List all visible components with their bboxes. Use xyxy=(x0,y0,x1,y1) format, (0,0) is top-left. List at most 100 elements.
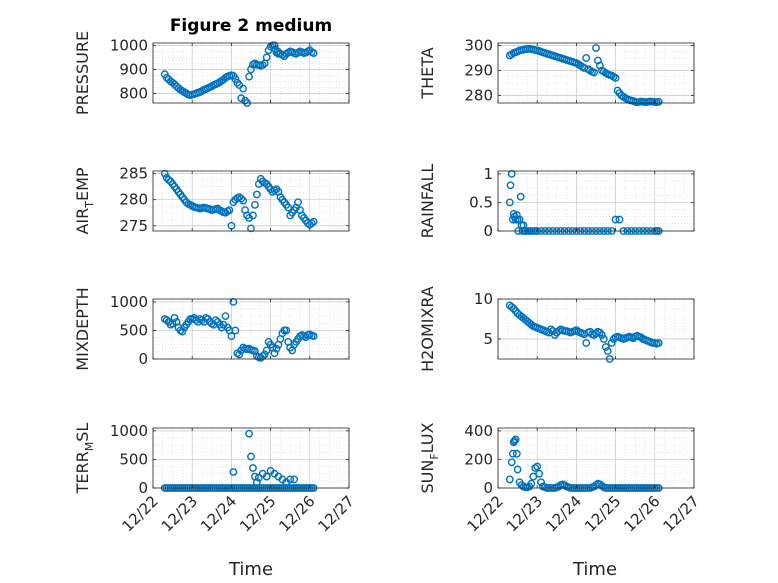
data-point xyxy=(611,74,620,82)
x-axis-label-right: Time xyxy=(572,559,617,580)
data-point xyxy=(262,472,271,481)
axes-4: 0 0.5 1 RAINFALL xyxy=(418,164,695,240)
data-point xyxy=(231,326,240,335)
data-point xyxy=(160,169,169,178)
axes-5: 0 500 1000 MIXDEPTH xyxy=(73,287,350,371)
data-point xyxy=(247,65,255,74)
y-tick-label: 10 xyxy=(474,290,493,308)
data-point xyxy=(510,436,519,445)
y-axis-label: H2OMIXRA xyxy=(418,286,437,372)
x-tick-label: 12/22 xyxy=(119,492,162,535)
data-point xyxy=(533,462,542,471)
y-axis-label: SUNFLUX xyxy=(418,422,441,493)
data-point xyxy=(290,475,299,484)
data-point xyxy=(235,350,244,359)
data-point xyxy=(237,194,246,203)
data-point xyxy=(582,339,591,347)
data-point xyxy=(170,313,179,322)
data-point xyxy=(309,49,318,57)
y-tick-label: 0 xyxy=(483,479,493,497)
y-axis-label: TERRMSL xyxy=(73,423,96,495)
data-point xyxy=(582,54,591,62)
data-point xyxy=(247,452,255,461)
data-point xyxy=(506,181,515,190)
x-tick-label: 12/24 xyxy=(197,492,240,535)
y-tick-label: 400 xyxy=(464,422,493,440)
data-point xyxy=(599,335,608,343)
axes-box xyxy=(497,42,695,104)
y-axis-label: PRESSURE xyxy=(73,31,92,115)
y-tick-label: 285 xyxy=(119,165,148,183)
data-point xyxy=(309,217,318,226)
data-point xyxy=(239,196,248,205)
axes-box xyxy=(497,170,695,232)
data-point xyxy=(254,473,263,482)
data-point xyxy=(249,211,257,220)
data-point xyxy=(249,464,257,472)
axes-3: 275 280 285 AIRTEMP xyxy=(73,165,350,235)
data-point xyxy=(262,53,271,62)
data-point xyxy=(227,332,236,341)
data-point xyxy=(572,326,581,335)
data-point xyxy=(516,192,525,201)
data-point xyxy=(270,41,279,50)
data-point xyxy=(162,316,171,325)
data-point xyxy=(286,475,295,484)
axes-2: 280 290 300 THETA xyxy=(418,37,695,107)
data-point xyxy=(170,80,179,89)
x-tick-label: 12/23 xyxy=(158,492,201,535)
data-point xyxy=(307,219,316,228)
y-tick-label: 300 xyxy=(464,37,493,55)
x-tick-label: 12/23 xyxy=(503,492,546,535)
data-point xyxy=(309,332,318,341)
y-axis-label: RAINFALL xyxy=(418,164,437,239)
data-point xyxy=(237,94,246,103)
x-tick-label: 12/25 xyxy=(581,492,624,535)
x-tick-label: 12/27 xyxy=(660,492,703,535)
y-axis-label: MIXDEPTH xyxy=(73,287,92,370)
data-point xyxy=(547,325,555,334)
data-point xyxy=(507,303,516,311)
axes-box xyxy=(152,170,350,232)
data-point xyxy=(535,469,544,478)
y-tick-label: 1 xyxy=(483,165,493,183)
data-point xyxy=(262,346,271,355)
data-point xyxy=(211,316,220,325)
y-tick-label: 280 xyxy=(464,87,493,105)
y-tick-label: 900 xyxy=(119,60,148,78)
y-tick-label: 500 xyxy=(119,321,148,339)
y-tick-label: 275 xyxy=(119,217,148,235)
y-tick-label: 0.5 xyxy=(469,193,493,211)
x-tick-label: 12/26 xyxy=(620,492,663,535)
x-tick-label: 12/24 xyxy=(542,492,585,535)
y-tick-label: 0 xyxy=(483,222,493,240)
data-point xyxy=(245,429,253,438)
data-point xyxy=(270,349,279,358)
axes-box xyxy=(497,427,695,489)
x-tick-label: 12/22 xyxy=(464,492,507,535)
figure-title: Figure 2 medium xyxy=(170,16,332,36)
y-axis-label: THETA xyxy=(418,47,437,99)
data-point xyxy=(603,347,612,355)
x-tick-label: 12/25 xyxy=(236,492,279,535)
data-point xyxy=(282,326,291,335)
data-point xyxy=(178,327,187,336)
data-point xyxy=(239,84,248,93)
y-tick-label: 800 xyxy=(119,84,148,102)
data-point xyxy=(164,175,173,184)
data-point xyxy=(537,478,546,487)
y-tick-label: 0 xyxy=(138,479,148,497)
data-point xyxy=(505,198,514,207)
data-point xyxy=(247,224,255,233)
data-point xyxy=(601,343,610,351)
data-point xyxy=(245,72,253,81)
data-point xyxy=(531,464,540,472)
axes-1: 800 900 1000 PRESSURE xyxy=(73,31,350,115)
y-tick-label: 290 xyxy=(464,62,493,80)
axes-box xyxy=(497,298,695,360)
y-tick-label: 0 xyxy=(138,350,148,368)
data-point xyxy=(272,344,281,353)
